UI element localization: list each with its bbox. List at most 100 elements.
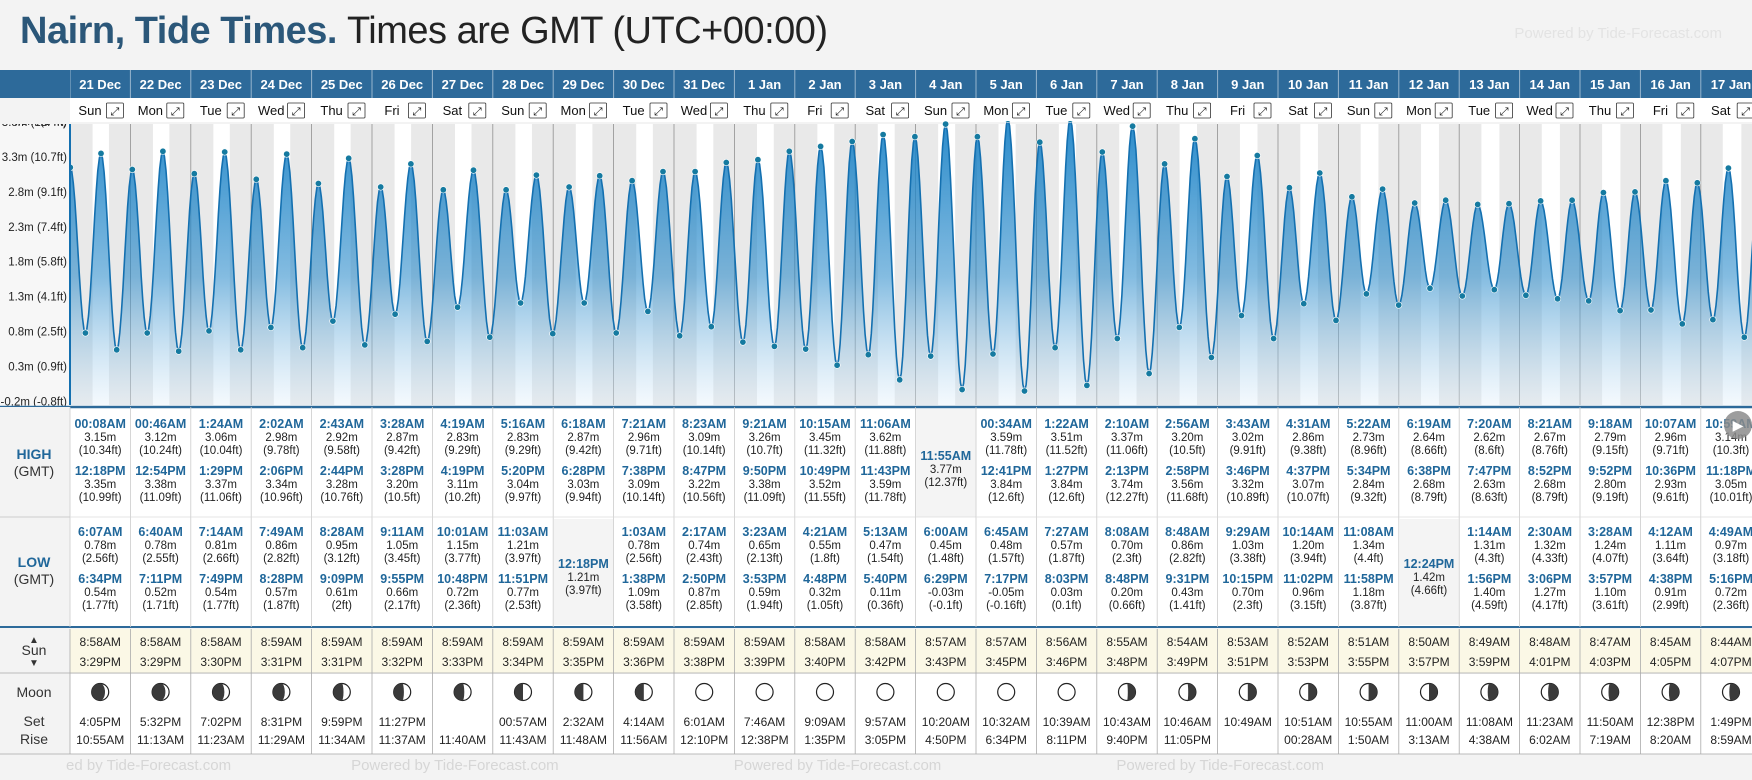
expand-icon[interactable]: ⤢: [110, 106, 119, 118]
moonset-time: 11:00AM: [1405, 715, 1452, 729]
high-tide-time: 10:36PM: [1645, 464, 1696, 478]
expand-icon[interactable]: ⤢: [292, 106, 301, 118]
expand-icon[interactable]: ⤢: [896, 106, 905, 118]
low-tide-point: [1678, 320, 1686, 328]
y-tick-label: -0.2m (-0.8ft): [1, 397, 68, 409]
expand-icon[interactable]: ⤢: [1258, 106, 1267, 118]
high-tide-feet: (10.34ft): [79, 445, 122, 457]
sunset-time: 3:49PM: [1167, 655, 1208, 669]
expand-icon[interactable]: ⤢: [956, 106, 965, 118]
weekday-label: Sun: [924, 103, 947, 118]
low-row-gmt: (GMT): [14, 571, 54, 587]
expand-day-button[interactable]: [1616, 102, 1634, 119]
expand-icon[interactable]: ⤢: [1500, 106, 1509, 118]
weekday-label: Fri: [1653, 103, 1668, 118]
expand-day-button[interactable]: [1736, 102, 1752, 119]
moon-phase-shadow: [91, 683, 105, 701]
low-tide-metres: 0.55m: [809, 540, 841, 552]
expand-icon[interactable]: ⤢: [1198, 106, 1207, 118]
low-tide-point: [644, 307, 652, 315]
expand-icon[interactable]: ⤢: [775, 106, 784, 118]
expand-day-button[interactable]: [710, 102, 728, 119]
date-label: 31 Dec: [683, 77, 725, 92]
expand-day-button[interactable]: [1072, 102, 1091, 119]
expand-icon[interactable]: ⤢: [594, 106, 603, 118]
expand-icon[interactable]: ⤢: [1379, 106, 1388, 118]
low-tide-metres: 0.86m: [265, 540, 297, 552]
expand-icon[interactable]: ⤢: [1318, 106, 1327, 118]
high-tide-point: [1098, 148, 1106, 156]
high-tide-metres: 3.38m: [145, 479, 177, 491]
expand-icon[interactable]: ⤢: [1560, 106, 1569, 118]
expand-day-button[interactable]: [407, 102, 426, 119]
low-tide-metres: 1.24m: [1594, 540, 1626, 552]
expand-icon[interactable]: ⤢: [231, 106, 240, 118]
high-row-label: HIGH: [17, 446, 52, 462]
expand-day-button[interactable]: [770, 102, 789, 119]
high-tide-point: [502, 186, 510, 194]
expand-day-button[interactable]: [1676, 102, 1695, 119]
expand-day-button[interactable]: [166, 102, 185, 119]
expand-icon[interactable]: ⤢: [352, 106, 361, 118]
low-tide-feet: (1.48ft): [928, 553, 965, 565]
high-tide-metres: 3.45m: [809, 432, 841, 444]
high-tide-point: [190, 170, 198, 178]
expand-day-button[interactable]: [287, 102, 306, 119]
expand-day-button[interactable]: [1434, 102, 1453, 119]
expand-day-button[interactable]: [347, 102, 366, 119]
high-tide-point: [1348, 193, 1356, 201]
low-tide-point: [927, 352, 935, 360]
expand-day-button[interactable]: [226, 102, 245, 119]
expand-day-button[interactable]: [1012, 102, 1030, 119]
moonset-time: 12:38PM: [1647, 715, 1695, 729]
moonset-time: 11:27PM: [379, 715, 426, 729]
expand-icon[interactable]: ⤢: [412, 106, 421, 118]
expand-day-button[interactable]: [1495, 102, 1513, 119]
date-label: 10 Jan: [1288, 77, 1329, 92]
powered-by-bottom[interactable]: ed by Tide-Forecast.com Powered by Tide-F…: [66, 757, 1371, 774]
expand-day-button[interactable]: [951, 102, 970, 119]
high-tide-feet: (10.3ft): [1713, 445, 1750, 457]
expand-icon[interactable]: ⤢: [1016, 106, 1025, 118]
expand-day-button[interactable]: [830, 102, 849, 119]
expand-day-button[interactable]: [589, 102, 607, 119]
powered-by-top[interactable]: Powered by Tide-Forecast.com: [1514, 25, 1722, 42]
expand-day-button[interactable]: [528, 102, 547, 119]
expand-day-button[interactable]: [1132, 102, 1151, 119]
expand-icon[interactable]: ⤢: [1741, 106, 1750, 118]
moonrise-time: 11:23AM: [197, 733, 244, 747]
expand-icon[interactable]: ⤢: [1439, 106, 1448, 118]
expand-icon[interactable]: ⤢: [171, 106, 180, 118]
high-tide-metres: 2.63m: [1473, 479, 1505, 491]
expand-day-button[interactable]: [1374, 102, 1393, 119]
moonset-time: 10:20AM: [922, 715, 970, 729]
expand-icon[interactable]: ⤢: [533, 106, 542, 118]
low-tide-point: [989, 350, 997, 358]
expand-icon[interactable]: ⤢: [1137, 106, 1146, 118]
expand-day-button[interactable]: [891, 102, 909, 119]
expand-day-button[interactable]: [649, 102, 668, 119]
expand-icon[interactable]: ⤢: [654, 106, 663, 118]
moonrise-time: 11:37AM: [379, 733, 426, 747]
moonset-time: 9:57AM: [865, 715, 906, 729]
expand-icon[interactable]: ⤢: [473, 106, 482, 118]
low-tide-metres: 0.97m: [1715, 540, 1747, 552]
expand-icon[interactable]: ⤢: [1620, 106, 1629, 118]
expand-icon[interactable]: ⤢: [1077, 106, 1086, 118]
scroll-right-button[interactable]: [1724, 411, 1752, 439]
expand-icon[interactable]: ⤢: [1681, 106, 1690, 118]
expand-day-button[interactable]: [1253, 102, 1272, 119]
low-tide-time: 8:48PM: [1105, 572, 1149, 586]
sunrise-time: 8:59AM: [442, 635, 483, 649]
expand-icon[interactable]: ⤢: [835, 106, 844, 118]
expand-icon[interactable]: ⤢: [714, 106, 723, 118]
high-tide-point: [1285, 184, 1293, 192]
expand-day-button[interactable]: [1193, 102, 1211, 119]
scroll-right-icon[interactable]: ▶: [1733, 417, 1744, 433]
expand-day-button[interactable]: [468, 102, 487, 119]
expand-day-button[interactable]: [1555, 102, 1574, 119]
expand-day-button[interactable]: [1314, 102, 1332, 119]
expand-day-button[interactable]: [106, 102, 124, 119]
high-tide-time: 11:06AM: [860, 417, 911, 431]
y-tick-label: 3.3m (10.7ft): [2, 152, 67, 164]
